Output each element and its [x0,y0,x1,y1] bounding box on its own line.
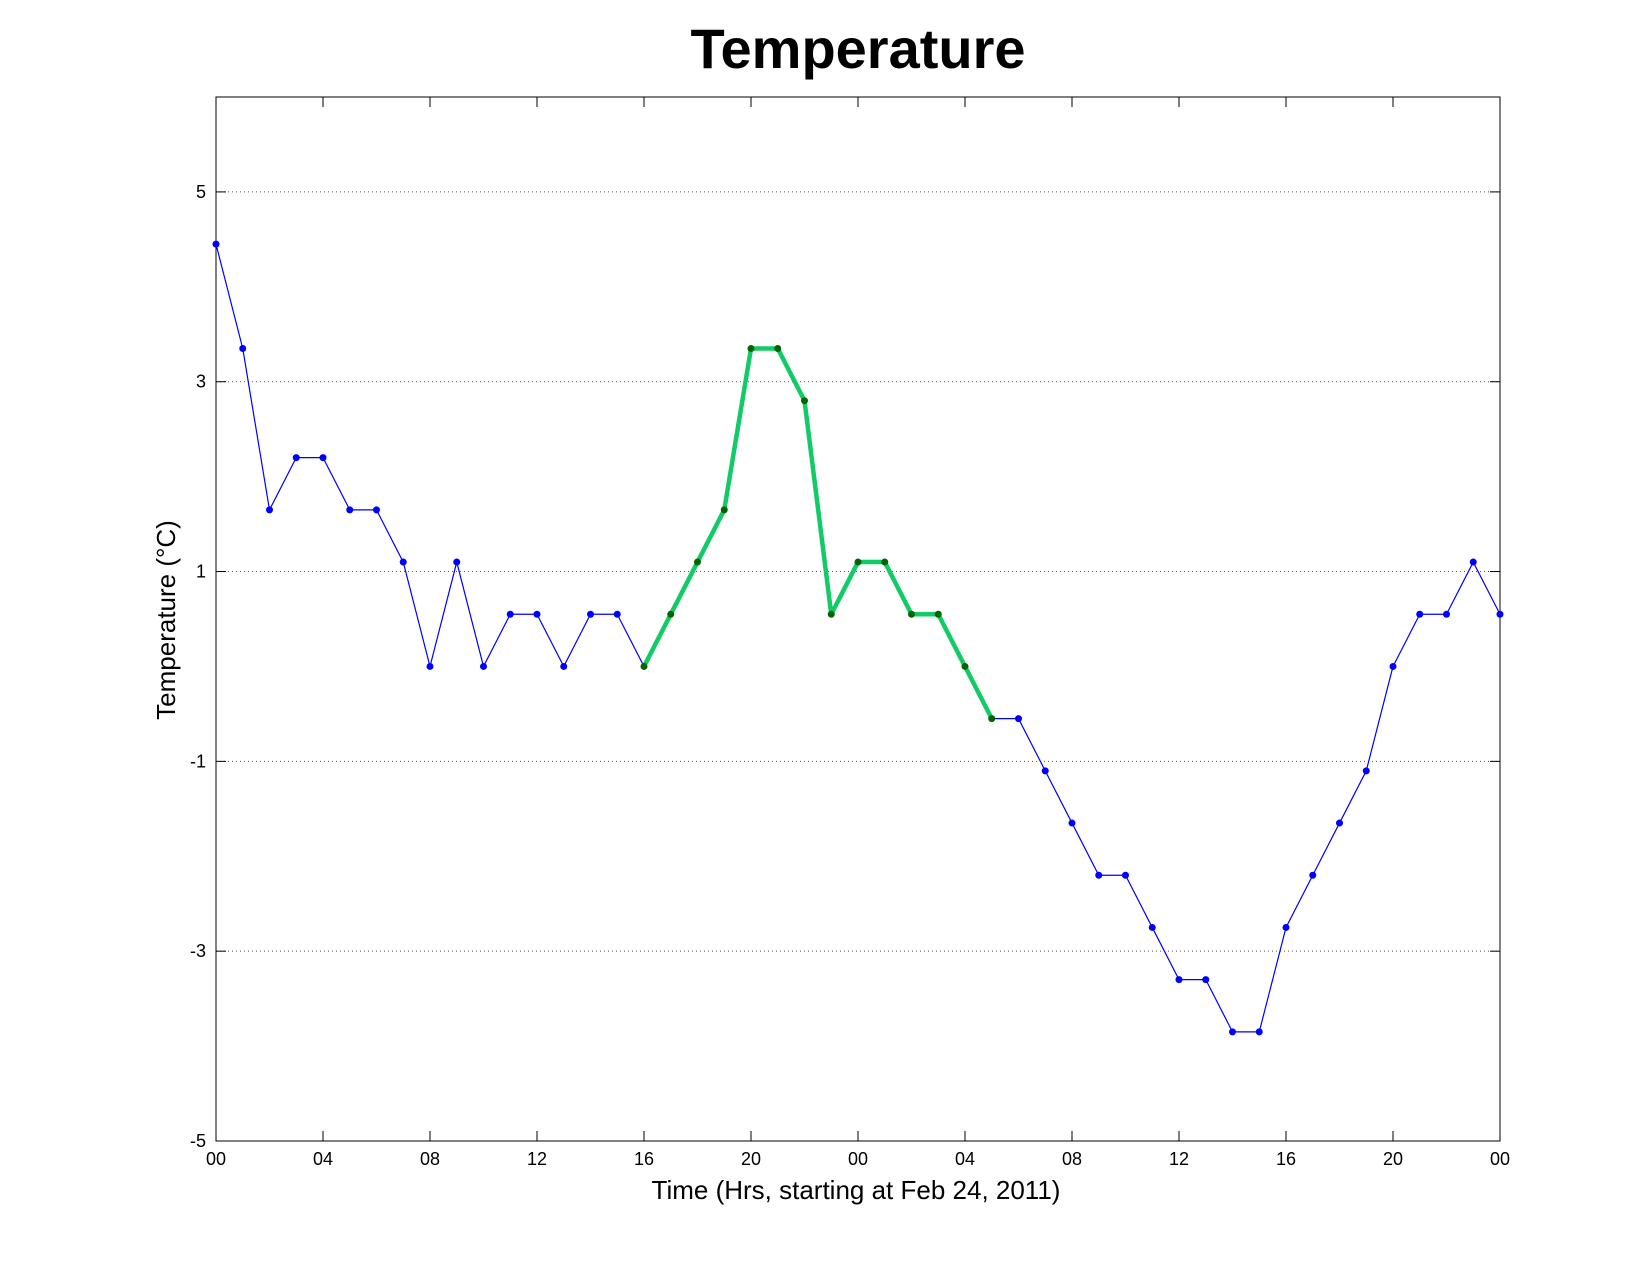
series-line-highlight [641,346,994,720]
plot-area-frame [215,96,1501,1142]
data-point [426,662,434,670]
y-axis-label: Temperature (°C) [151,520,181,720]
data-point [1336,819,1343,827]
data-point [587,610,594,618]
highlight-point [667,610,675,618]
data-point [266,506,273,514]
data-point [533,610,541,618]
x-tick-label: 04 [313,1149,333,1169]
data-point [480,662,487,670]
x-tick-label: 00 [206,1149,226,1169]
data-point [319,454,327,462]
y-tick-label: 5 [196,182,206,202]
data-point [560,662,568,670]
data-point [1122,871,1129,879]
data-point [1148,923,1156,931]
x-tick-label: 20 [1383,1149,1403,1169]
series-line-main [215,243,1501,1033]
y-tick-label: -5 [190,1131,206,1151]
data-point [1389,662,1397,670]
highlight-point [881,558,889,566]
highlight-point [827,610,835,618]
x-tick-label: 16 [634,1149,654,1169]
y-tick-label: -3 [190,941,206,961]
y-tick-label: 3 [196,372,206,392]
data-point [1282,923,1290,931]
data-point [1309,871,1317,879]
data-point [292,454,300,462]
data-point [1255,1028,1263,1036]
data-point [1496,610,1504,618]
data-point [1469,558,1477,566]
chart-title: Temperature [690,17,1025,80]
highlight-point [774,345,782,353]
data-point [399,558,407,566]
x-tick-label: 20 [741,1149,761,1169]
y-tick-label: 1 [196,562,206,582]
axis-ticks: -5 -3 -1 1 3 5 00 04 08 12 16 20 00 04 08 12 16 20 00 [190,97,1510,1169]
highlight-point [720,506,728,514]
data-point [1175,976,1183,984]
grid-lines [216,191,1500,952]
highlight-point [640,662,648,670]
highlight-point [908,610,915,618]
data-point [1362,767,1370,775]
x-tick-label: 04 [955,1149,975,1169]
x-tick-label: 08 [420,1149,440,1169]
data-point [1015,715,1022,723]
data-point [346,506,354,514]
data-point [506,610,514,618]
x-tick-label: 00 [848,1149,868,1169]
x-tick-label: 12 [1169,1149,1189,1169]
data-point [1095,871,1103,879]
highlight-point [694,558,701,566]
data-series [212,240,1504,1036]
data-point [1068,819,1076,827]
highlight-point [934,610,942,618]
x-tick-label: 12 [527,1149,547,1169]
data-point [1416,610,1424,618]
x-tick-label: 16 [1276,1149,1296,1169]
highlight-point [961,662,969,670]
data-point [373,506,380,514]
data-point [1202,976,1210,984]
x-axis-label: Time (Hrs, starting at Feb 24, 2011) [652,1175,1061,1205]
data-point [613,610,621,618]
data-point [1229,1028,1236,1036]
y-tick-label: -1 [190,751,206,771]
highlight-point [854,558,862,566]
x-tick-label: 00 [1490,1149,1510,1169]
data-point [239,345,247,353]
highlight-point [988,715,996,723]
data-point [453,558,461,566]
data-point [1443,610,1450,618]
x-tick-label: 08 [1062,1149,1082,1169]
highlight-point [801,397,808,405]
highlight-point [747,345,755,353]
data-point [1041,767,1049,775]
data-point [212,240,220,248]
